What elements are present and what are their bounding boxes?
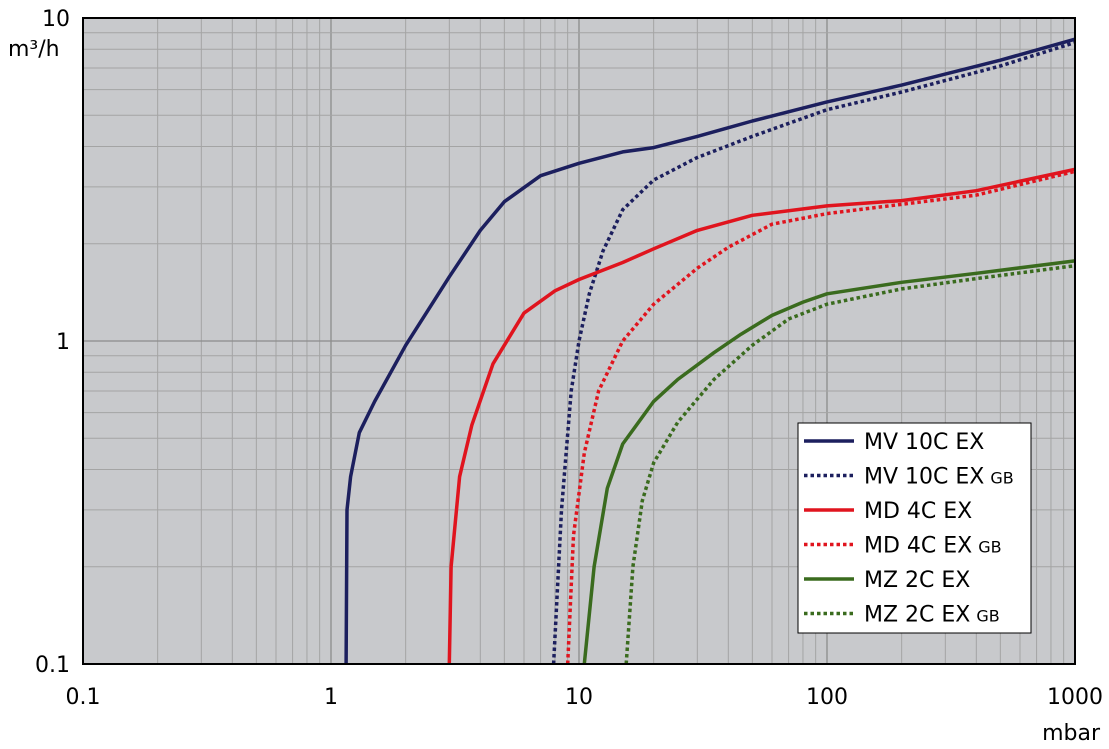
series-line-4 [565, 169, 1075, 664]
x-tick-label: 100 [806, 685, 848, 710]
legend-label: MV 10C EX [864, 430, 984, 455]
legend-label: MZ 2C EX GB [864, 603, 1000, 628]
legend: MV 10C EX MV 10C EX GB MD 4C EX MD 4C EX GB MZ… [797, 422, 1032, 634]
series-line-1 [344, 37, 1075, 664]
legend-box [797, 422, 1032, 634]
grid [82, 18, 1075, 665]
legend-label: MZ 2C EX [864, 568, 970, 593]
x-tick-label: 10 [565, 685, 593, 710]
series-layer [344, 37, 1075, 664]
y-tick-label: 10 [42, 7, 70, 32]
series-line-2 [551, 40, 1075, 664]
series-line-5 [582, 259, 1075, 664]
series-line-6 [624, 263, 1075, 664]
x-axis-label: mbar [1042, 721, 1101, 746]
y-axis-label: m³/h [8, 37, 60, 62]
x-tick-label: 1 [324, 685, 338, 710]
series-line-3 [447, 167, 1075, 664]
plot-frame [82, 17, 1076, 665]
legend-label: MD 4C EX GB [864, 534, 1002, 559]
y-tick-label: 0.1 [35, 653, 70, 678]
y-tick-label: 1 [56, 330, 70, 355]
x-tick-label: 1000 [1047, 685, 1103, 710]
legend-label: MD 4C EX [864, 499, 972, 524]
y-tick-labels: 0.1 1 10 [35, 7, 70, 678]
x-tick-labels: 0.1 1 10 100 1000 [66, 685, 1104, 710]
x-tick-label: 0.1 [66, 685, 101, 710]
legend-label: MV 10C EX GB [864, 465, 1014, 490]
